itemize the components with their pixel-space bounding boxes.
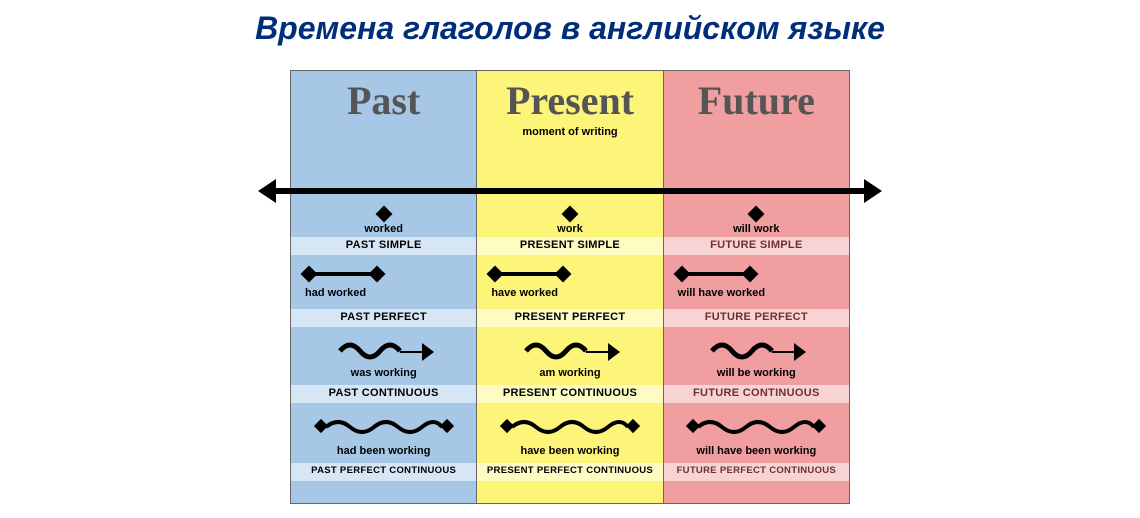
icon-pc-present — [477, 415, 662, 439]
cap-simple-past: PAST SIMPLE — [291, 239, 476, 251]
col-head-present: Present — [477, 71, 662, 126]
icon-cont-present — [477, 337, 662, 363]
ex-simple-future: will work — [664, 223, 849, 235]
icon-perfect-present — [477, 267, 662, 281]
ex-cont-future: will be working — [664, 367, 849, 379]
ex-pc-present: have been working — [477, 445, 662, 457]
icon-simple-past — [291, 208, 476, 220]
col-past: Past worked PAST SIMPLE had worked PAST … — [291, 71, 477, 503]
icon-cont-future — [664, 337, 849, 363]
col-head-future: Future — [664, 71, 849, 126]
cap-perfect-present: PRESENT PERFECT — [477, 311, 662, 323]
wave-arrow-icon — [520, 337, 620, 363]
moment-label: moment of writing — [477, 126, 662, 138]
col-future: Future will work FUTURE SIMPLE will have… — [664, 71, 849, 503]
ex-perfect-past: had worked — [291, 287, 476, 299]
icon-simple-future — [664, 208, 849, 220]
wave-seg-icon — [500, 415, 640, 439]
ex-cont-present: am working — [477, 367, 662, 379]
ex-pc-past: had been working — [291, 445, 476, 457]
tense-infographic: Времена глаголов в английском языке Past… — [0, 0, 1140, 518]
col-head-past: Past — [291, 71, 476, 126]
column-container: Past worked PAST SIMPLE had worked PAST … — [290, 70, 850, 504]
ex-perfect-future: will have worked — [664, 287, 849, 299]
ex-perfect-present: have worked — [477, 287, 662, 299]
cap-pc-past: PAST PERFECT CONTINUOUS — [291, 465, 476, 476]
cap-simple-future: FUTURE SIMPLE — [664, 239, 849, 251]
icon-perfect-future — [664, 267, 849, 281]
wave-seg-icon — [686, 415, 826, 439]
cap-pc-present: PRESENT PERFECT CONTINUOUS — [477, 465, 662, 476]
col-present: Present moment of writing work PRESENT S… — [477, 71, 663, 503]
cap-cont-future: FUTURE CONTINUOUS — [664, 387, 849, 399]
cap-perfect-future: FUTURE PERFECT — [664, 311, 849, 323]
wave-arrow-icon — [706, 337, 806, 363]
cap-cont-past: PAST CONTINUOUS — [291, 387, 476, 399]
cap-perfect-past: PAST PERFECT — [291, 311, 476, 323]
page-title: Времена глаголов в английском языке — [0, 10, 1140, 47]
cap-cont-present: PRESENT CONTINUOUS — [477, 387, 662, 399]
icon-perfect-past — [291, 267, 476, 281]
tense-chart: Past worked PAST SIMPLE had worked PAST … — [290, 70, 850, 504]
timeline-line — [270, 188, 870, 194]
ex-cont-past: was working — [291, 367, 476, 379]
cap-simple-present: PRESENT SIMPLE — [477, 239, 662, 251]
timeline-arrow-right-icon — [864, 179, 882, 203]
ex-pc-future: will have been working — [664, 445, 849, 457]
ex-simple-past: worked — [291, 223, 476, 235]
icon-simple-present — [477, 208, 662, 220]
ex-simple-present: work — [477, 223, 662, 235]
icon-cont-past — [291, 337, 476, 363]
icon-pc-past — [291, 415, 476, 439]
wave-arrow-icon — [334, 337, 434, 363]
icon-pc-future — [664, 415, 849, 439]
wave-seg-icon — [314, 415, 454, 439]
cap-pc-future: FUTURE PERFECT CONTINUOUS — [664, 465, 849, 476]
